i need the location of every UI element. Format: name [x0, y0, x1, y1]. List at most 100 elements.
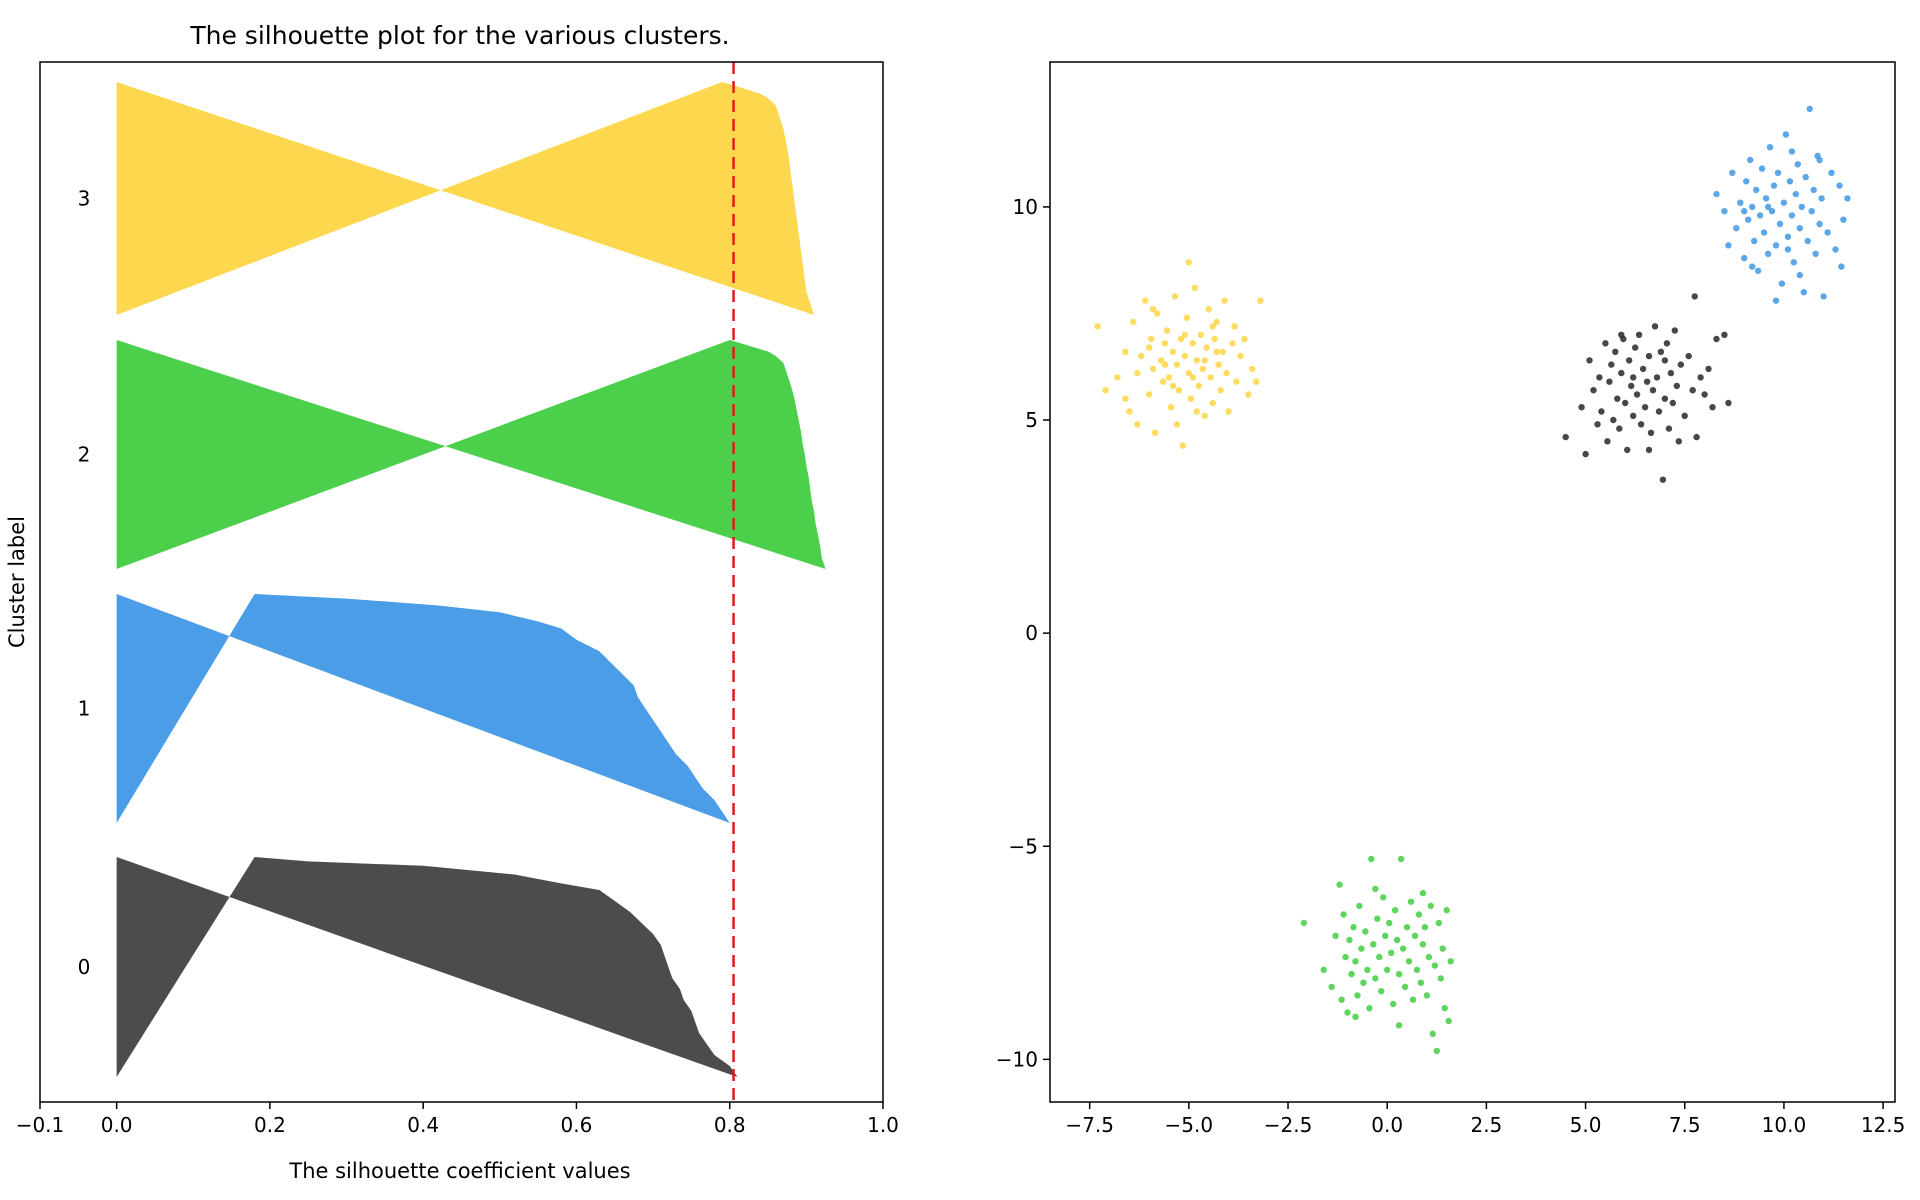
scatter-point-cluster-1 [1800, 289, 1808, 296]
scatter-point-cluster-3 [1346, 936, 1353, 944]
scatter-point-cluster-0 [1171, 293, 1179, 300]
scatter-point-cluster-3 [1328, 983, 1335, 991]
scatter-point-cluster-0 [1159, 378, 1167, 385]
silhouette-band-cluster-1 [116, 594, 730, 823]
scatter-point-cluster-0 [1122, 348, 1129, 355]
scatter-point-cluster-3 [1336, 881, 1343, 888]
scatter-x-axis-ticks: −7.5 −5.0 −2.5 0.0 2.5 5.0 7.5 10.0 12.5 [1065, 1102, 1905, 1137]
scatter-point-cluster-1 [1808, 208, 1815, 215]
scatter-point-cluster-0 [1219, 348, 1226, 355]
scatter-point-cluster-0 [1193, 408, 1201, 415]
scatter-point-cluster-1 [1782, 131, 1790, 138]
scatter-point-cluster-0 [1165, 374, 1173, 381]
scatter-point-cluster-0 [1163, 327, 1171, 334]
scatter-point-cluster-0 [1187, 395, 1195, 402]
scatter-point-cluster-3 [1358, 945, 1365, 952]
scatter-point-cluster-2 [1705, 365, 1712, 373]
scatter-point-cluster-3 [1409, 996, 1417, 1003]
scatter-point-cluster-3 [1443, 907, 1450, 914]
scatter-point-cluster-0 [1126, 408, 1133, 415]
scatter-point-cluster-1 [1764, 250, 1772, 257]
scatter-point-cluster-0 [1185, 369, 1193, 377]
scatter-point-cluster-3 [1372, 975, 1379, 982]
scatter-point-cluster-2 [1675, 438, 1683, 445]
scatter-point-cluster-1 [1741, 208, 1748, 215]
scatter-point-cluster-2 [1681, 412, 1688, 419]
scatter-point-cluster-3 [1356, 902, 1363, 910]
scatter-point-cluster-1 [1754, 267, 1762, 275]
scatter-point-cluster-3 [1403, 924, 1411, 931]
scatter-point-cluster-1 [1796, 271, 1804, 279]
scatter-point-cluster-0 [1217, 387, 1224, 394]
scatter-point-cluster-3 [1344, 1009, 1351, 1016]
scatter-point-cluster-0 [1157, 357, 1165, 364]
scatter-point-cluster-0 [1153, 310, 1161, 317]
scatter-point-cluster-0 [1199, 365, 1206, 373]
scatter-point-cluster-3 [1413, 966, 1421, 974]
scatter-point-cluster-0 [1102, 387, 1109, 394]
scatter-point-cluster-1 [1844, 195, 1851, 202]
scatter-point-cluster-1 [1818, 195, 1825, 202]
scatter-point-cluster-0 [1138, 352, 1145, 360]
scatter-point-cluster-1 [1772, 297, 1780, 304]
scatter-point-cluster-1 [1788, 148, 1796, 155]
x-tick-label: 0.0 [1371, 1113, 1403, 1137]
scatter-point-cluster-2 [1628, 382, 1635, 390]
scatter-point-cluster-3 [1417, 979, 1425, 986]
scatter-point-cluster-2 [1598, 408, 1605, 415]
x-tick-label: 7.5 [1669, 1113, 1701, 1137]
scatter-point-cluster-0 [1142, 297, 1149, 304]
y-tick-label: 0 [78, 955, 91, 979]
scatter-point-cluster-1 [1792, 190, 1800, 198]
scatter-point-cluster-3 [1405, 958, 1413, 965]
scatter-point-cluster-1 [1806, 105, 1813, 113]
scatter-point-cluster-3 [1352, 958, 1359, 965]
scatter-point-cluster-0 [1181, 352, 1189, 360]
scatter-point-cluster-3 [1370, 941, 1377, 948]
scatter-point-cluster-3 [1300, 919, 1308, 927]
scatter-point-cluster-0 [1201, 412, 1208, 419]
silhouette-y-axis-label: Cluster label [5, 516, 29, 648]
scatter-point-cluster-2 [1562, 433, 1569, 441]
silhouette-plot-title: The silhouette plot for the various clus… [189, 21, 729, 50]
scatter-point-cluster-2 [1673, 382, 1681, 390]
scatter-point-cluster-2 [1643, 378, 1651, 385]
scatter-point-cluster-0 [1231, 323, 1238, 330]
scatter-point-cluster-2 [1677, 361, 1685, 368]
scatter-point-cluster-2 [1633, 391, 1641, 398]
scatter-point-cluster-3 [1395, 1022, 1403, 1029]
scatter-point-cluster-1 [1784, 233, 1792, 240]
scatter-point-cluster-0 [1173, 421, 1181, 428]
scatter-point-cluster-0 [1149, 306, 1157, 313]
x-tick-label: 12.5 [1861, 1113, 1906, 1137]
scatter-point-cluster-1 [1729, 169, 1736, 176]
scatter-point-cluster-0 [1122, 395, 1129, 402]
scatter-point-cluster-2 [1653, 374, 1661, 381]
scatter-point-cluster-3 [1364, 966, 1371, 974]
scatter-point-cluster-1 [1760, 229, 1768, 236]
scatter-point-cluster-2 [1693, 433, 1700, 441]
silhouette-x-axis-ticks: −0.1 0.0 0.2 0.4 0.6 0.8 1.0 [16, 1102, 899, 1137]
y-tick-label: 0 [1025, 621, 1038, 645]
scatter-point-cluster-3 [1332, 932, 1339, 939]
scatter-point-cluster-3 [1350, 924, 1357, 931]
scatter-point-cluster-2 [1661, 395, 1669, 402]
scatter-point-cluster-1 [1794, 161, 1802, 168]
x-tick-label: 0.6 [561, 1113, 593, 1137]
scatter-point-cluster-2 [1671, 327, 1679, 334]
scatter-point-cluster-0 [1114, 374, 1121, 381]
scatter-point-cluster-2 [1624, 446, 1631, 454]
scatter-point-cluster-2 [1618, 331, 1625, 338]
scatter-point-cluster-1 [1737, 199, 1744, 206]
x-tick-label: −0.1 [16, 1113, 65, 1137]
x-tick-label: 5.0 [1570, 1113, 1602, 1137]
scatter-point-cluster-1 [1725, 242, 1732, 249]
scatter-point-cluster-1 [1774, 169, 1782, 176]
scatter-point-cluster-3 [1388, 949, 1395, 956]
scatter-point-cluster-3 [1384, 966, 1391, 974]
scatter-point-cluster-0 [1193, 357, 1201, 364]
scatter-point-cluster-3 [1445, 1017, 1452, 1025]
scatter-point-cluster-2 [1586, 357, 1593, 364]
scatter-point-cluster-0 [1148, 335, 1155, 343]
scatter-point-cluster-3 [1411, 932, 1419, 939]
